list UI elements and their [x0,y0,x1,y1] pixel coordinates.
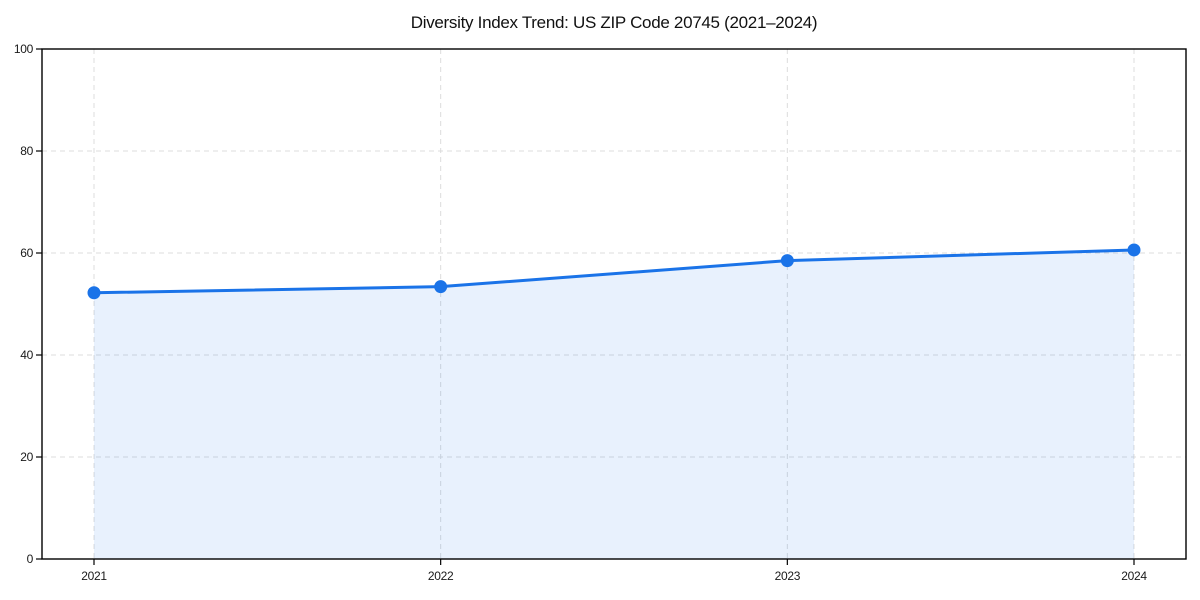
y-tick-label: 20 [20,450,33,464]
x-tick-label: 2022 [428,569,454,583]
area-fill [94,249,1134,559]
data-point-2022 [434,280,448,294]
axes-border [41,48,1187,560]
x-tick-label: 2023 [775,569,801,583]
x-tick-label: 2021 [81,569,107,583]
y-tick-label: 40 [20,348,33,362]
y-tick-label: 100 [14,42,34,56]
data-point-2024 [1127,243,1141,257]
data-point-2021 [87,286,101,300]
y-tick-label: 60 [20,246,33,260]
data-point-2023 [780,254,794,268]
x-tick-label: 2024 [1121,569,1147,583]
trend-line [92,248,1136,295]
y-tick-label: 80 [20,144,33,158]
y-tick-label: 0 [27,552,34,566]
chart-title: Diversity Index Trend: US ZIP Code 20745… [410,13,818,32]
